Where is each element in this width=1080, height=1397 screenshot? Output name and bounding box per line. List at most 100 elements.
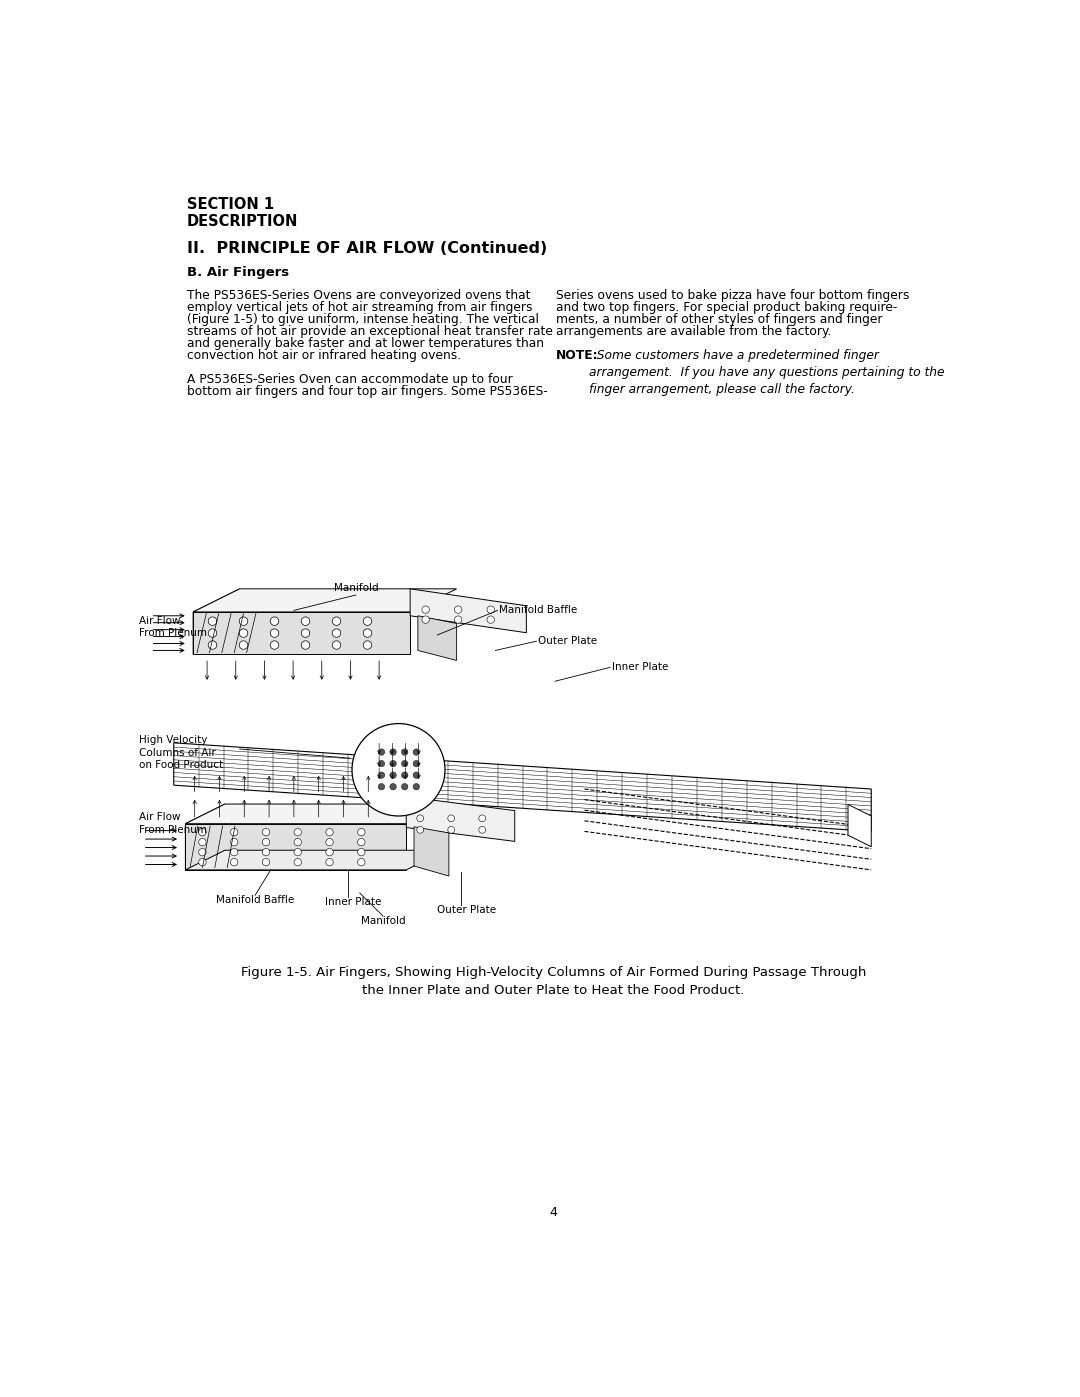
Polygon shape xyxy=(186,805,446,824)
Circle shape xyxy=(240,617,247,626)
Circle shape xyxy=(402,773,408,778)
Text: SECTION 1: SECTION 1 xyxy=(187,197,274,212)
Circle shape xyxy=(357,859,365,866)
Circle shape xyxy=(208,617,217,626)
Text: (Figure 1-5) to give uniform, intense heating. The vertical: (Figure 1-5) to give uniform, intense he… xyxy=(187,313,539,326)
Text: Inner Plate: Inner Plate xyxy=(325,897,381,907)
Polygon shape xyxy=(193,588,457,612)
Circle shape xyxy=(208,641,217,650)
Text: and two top fingers. For special product baking require-: and two top fingers. For special product… xyxy=(556,302,897,314)
Circle shape xyxy=(402,784,408,789)
Text: II.  PRINCIPLE OF AIR FLOW (Continued): II. PRINCIPLE OF AIR FLOW (Continued) xyxy=(187,240,548,256)
Circle shape xyxy=(413,749,419,756)
Circle shape xyxy=(333,617,341,626)
Text: Inner Plate: Inner Plate xyxy=(611,662,669,672)
Text: Manifold: Manifold xyxy=(361,916,405,926)
Circle shape xyxy=(448,814,455,821)
Circle shape xyxy=(390,773,396,778)
Circle shape xyxy=(301,629,310,637)
Text: ments, a number of other styles of fingers and finger: ments, a number of other styles of finge… xyxy=(556,313,882,326)
Circle shape xyxy=(448,827,455,833)
Polygon shape xyxy=(186,851,446,870)
Circle shape xyxy=(378,760,384,767)
Circle shape xyxy=(417,814,423,821)
Text: 4: 4 xyxy=(550,1206,557,1218)
Polygon shape xyxy=(418,616,457,661)
Circle shape xyxy=(230,859,238,866)
Circle shape xyxy=(326,859,334,866)
Polygon shape xyxy=(186,824,406,870)
Text: and generally bake faster and at lower temperatures than: and generally bake faster and at lower t… xyxy=(187,337,544,351)
Circle shape xyxy=(390,760,396,767)
Text: Manifold: Manifold xyxy=(334,584,378,594)
Circle shape xyxy=(352,724,445,816)
Text: Manifold Baffle: Manifold Baffle xyxy=(499,605,578,616)
Circle shape xyxy=(294,848,301,856)
Text: Air Flow
From Plenum: Air Flow From Plenum xyxy=(139,616,207,638)
Circle shape xyxy=(199,859,206,866)
Circle shape xyxy=(357,838,365,845)
Text: The PS536ES-Series Ovens are conveyorized ovens that: The PS536ES-Series Ovens are conveyorize… xyxy=(187,289,530,302)
Circle shape xyxy=(199,848,206,856)
Circle shape xyxy=(390,749,396,756)
Circle shape xyxy=(262,848,270,856)
Circle shape xyxy=(333,641,341,650)
Circle shape xyxy=(294,828,301,835)
Text: Series ovens used to bake pizza have four bottom fingers: Series ovens used to bake pizza have fou… xyxy=(556,289,909,302)
Text: Some customers have a predetermined finger
arrangement.  If you have any questio: Some customers have a predetermined fing… xyxy=(589,349,944,395)
Circle shape xyxy=(413,784,419,789)
Text: High Velocity
Columns of Air
on Food Product: High Velocity Columns of Air on Food Pro… xyxy=(139,735,222,770)
Circle shape xyxy=(478,814,486,821)
Text: bottom air fingers and four top air fingers. Some PS536ES-: bottom air fingers and four top air fing… xyxy=(187,384,548,398)
Text: Figure 1-5. Air Fingers, Showing High-Velocity Columns of Air Formed During Pass: Figure 1-5. Air Fingers, Showing High-Ve… xyxy=(241,967,866,997)
Circle shape xyxy=(378,784,384,789)
Circle shape xyxy=(478,827,486,833)
Text: streams of hot air provide an exceptional heat transfer rate: streams of hot air provide an exceptiona… xyxy=(187,326,553,338)
Circle shape xyxy=(455,606,462,613)
Circle shape xyxy=(240,641,247,650)
Circle shape xyxy=(363,617,372,626)
Circle shape xyxy=(357,828,365,835)
Circle shape xyxy=(208,629,217,637)
Text: Manifold Baffle: Manifold Baffle xyxy=(216,895,295,905)
Polygon shape xyxy=(848,805,872,847)
Circle shape xyxy=(417,827,423,833)
Circle shape xyxy=(230,848,238,856)
Circle shape xyxy=(301,641,310,650)
Circle shape xyxy=(230,828,238,835)
Circle shape xyxy=(363,629,372,637)
Polygon shape xyxy=(406,796,515,841)
Text: arrangements are available from the factory.: arrangements are available from the fact… xyxy=(556,326,832,338)
Circle shape xyxy=(402,760,408,767)
Text: DESCRIPTION: DESCRIPTION xyxy=(187,214,298,229)
Circle shape xyxy=(270,641,279,650)
Circle shape xyxy=(262,859,270,866)
Polygon shape xyxy=(186,805,225,870)
Text: Air Flow
From Plenum: Air Flow From Plenum xyxy=(139,812,207,834)
Circle shape xyxy=(378,773,384,778)
Circle shape xyxy=(363,641,372,650)
Circle shape xyxy=(333,629,341,637)
Polygon shape xyxy=(414,827,449,876)
Circle shape xyxy=(390,784,396,789)
Circle shape xyxy=(270,617,279,626)
Circle shape xyxy=(230,838,238,845)
Text: B. Air Fingers: B. Air Fingers xyxy=(187,267,289,279)
Circle shape xyxy=(326,828,334,835)
Text: NOTE:: NOTE: xyxy=(556,349,598,362)
Circle shape xyxy=(487,616,495,623)
Polygon shape xyxy=(193,612,410,654)
Circle shape xyxy=(413,773,419,778)
Text: Outer Plate: Outer Plate xyxy=(437,904,497,915)
Circle shape xyxy=(378,749,384,756)
Circle shape xyxy=(402,749,408,756)
Circle shape xyxy=(455,616,462,623)
Circle shape xyxy=(326,838,334,845)
Polygon shape xyxy=(174,743,872,831)
Circle shape xyxy=(199,828,206,835)
Circle shape xyxy=(294,859,301,866)
Circle shape xyxy=(487,606,495,613)
Circle shape xyxy=(294,838,301,845)
Text: Outer Plate: Outer Plate xyxy=(538,636,597,647)
Text: convection hot air or infrared heating ovens.: convection hot air or infrared heating o… xyxy=(187,349,461,362)
